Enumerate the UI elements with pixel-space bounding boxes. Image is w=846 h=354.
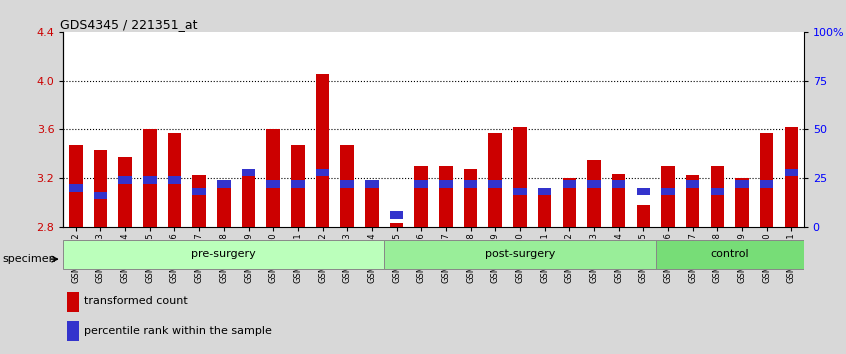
Bar (656, 240, 804, 269)
Bar (168, 133, 181, 227)
Bar (612, 174, 625, 227)
Bar (563, 178, 576, 227)
Bar (514, 188, 527, 195)
Bar (365, 180, 379, 188)
Bar (415, 180, 428, 188)
Bar (67, 292, 79, 312)
Bar (538, 188, 552, 227)
Bar (464, 180, 477, 188)
Text: GDS4345 / 221351_at: GDS4345 / 221351_at (60, 18, 197, 31)
Bar (538, 188, 552, 195)
Bar (488, 180, 502, 188)
Bar (63, 240, 384, 269)
Bar (143, 129, 157, 227)
Bar (636, 188, 650, 195)
Bar (118, 176, 132, 184)
Text: post-surgery: post-surgery (485, 249, 555, 259)
Bar (662, 166, 675, 227)
Bar (340, 180, 354, 188)
Bar (266, 180, 280, 188)
Bar (711, 188, 724, 195)
Bar (686, 180, 700, 188)
Bar (316, 169, 329, 176)
Bar (192, 176, 206, 227)
Bar (316, 74, 329, 227)
Bar (784, 169, 798, 176)
Bar (143, 176, 157, 184)
Bar (735, 180, 749, 188)
Bar (760, 133, 773, 227)
Bar (340, 145, 354, 227)
Bar (384, 240, 656, 269)
Bar (587, 180, 601, 188)
Bar (168, 176, 181, 184)
Text: transformed count: transformed count (84, 296, 188, 306)
Bar (514, 127, 527, 227)
Bar (390, 211, 404, 219)
Text: control: control (711, 249, 749, 259)
Text: percentile rank within the sample: percentile rank within the sample (84, 326, 272, 336)
Bar (439, 180, 453, 188)
Bar (735, 178, 749, 227)
Bar (192, 188, 206, 195)
Bar (69, 184, 83, 192)
Bar (94, 150, 107, 227)
Bar (612, 180, 625, 188)
Text: specimen: specimen (3, 254, 57, 264)
Bar (686, 176, 700, 227)
Bar (587, 160, 601, 227)
Bar (291, 145, 305, 227)
Bar (464, 169, 477, 227)
Bar (415, 166, 428, 227)
Bar (662, 188, 675, 195)
Bar (291, 180, 305, 188)
Bar (760, 180, 773, 188)
Bar (242, 176, 255, 227)
Bar (390, 223, 404, 227)
Bar (242, 169, 255, 176)
Bar (636, 205, 650, 227)
Bar (711, 166, 724, 227)
Bar (563, 180, 576, 188)
Bar (69, 145, 83, 227)
Bar (67, 321, 79, 341)
Bar (365, 180, 379, 227)
Bar (94, 192, 107, 199)
Text: pre-surgery: pre-surgery (191, 249, 256, 259)
Bar (118, 157, 132, 227)
Bar (217, 180, 231, 227)
Bar (266, 129, 280, 227)
Bar (217, 180, 231, 188)
Bar (784, 127, 798, 227)
Bar (488, 133, 502, 227)
Bar (439, 166, 453, 227)
